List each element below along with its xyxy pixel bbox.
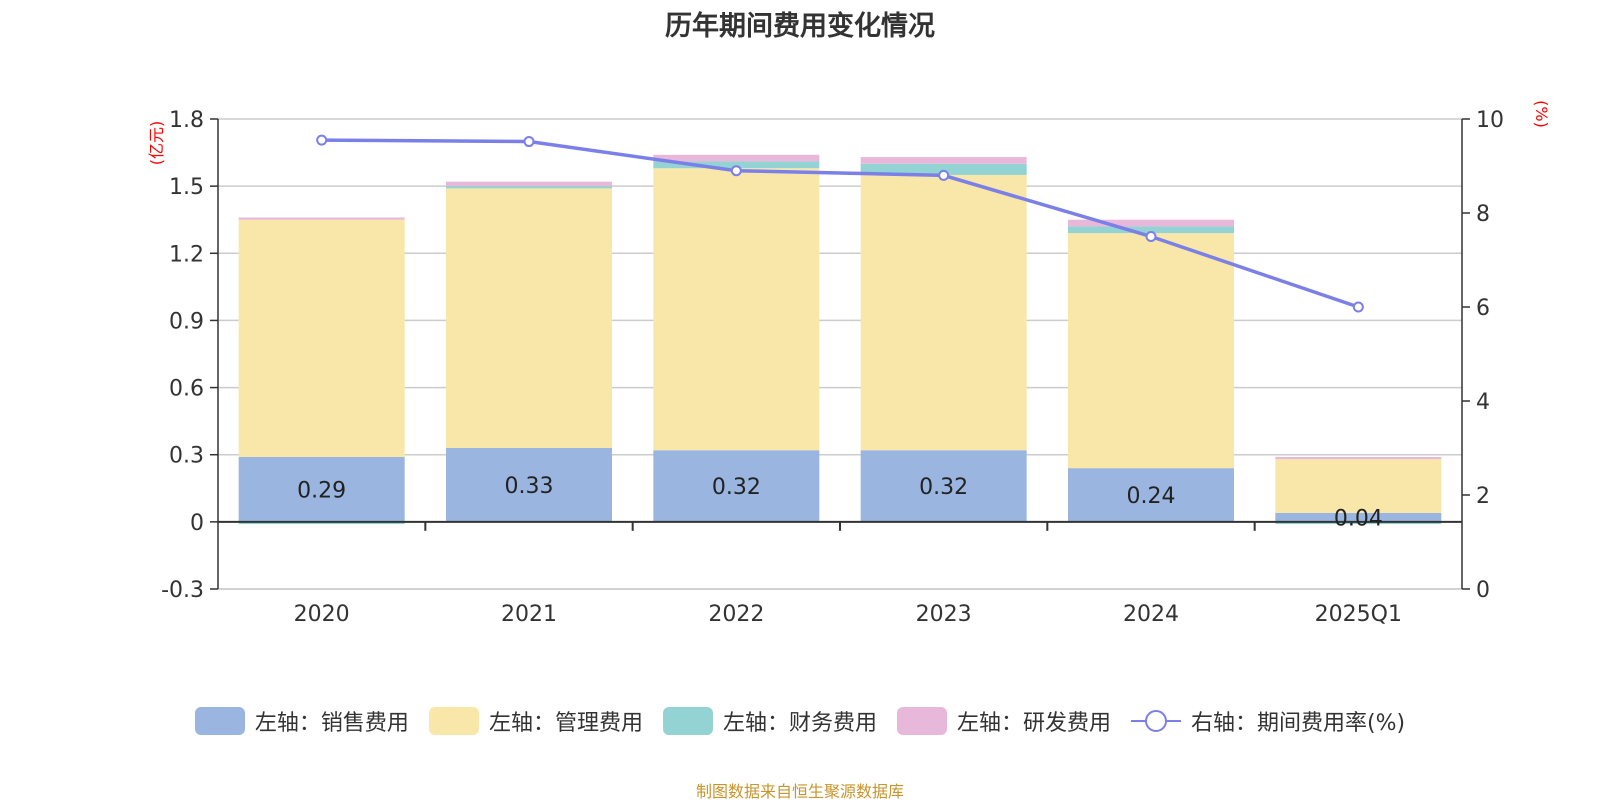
legend-item[interactable]: 右轴：期间费用率(%) [1130, 705, 1406, 737]
left-tick-label: 1.8 [169, 108, 204, 133]
rate-point [1352, 301, 1364, 313]
right-tick-label: 4 [1476, 390, 1490, 415]
x-tick-label: 2020 [294, 602, 350, 627]
axes: -0.3 0 0.3 0.6 0.9 1.2 1.5 1.8 0 2 4 6 8 10 2020 2021 20… [147, 100, 1551, 627]
legend-swatch [896, 707, 947, 735]
bar-segment [1068, 233, 1234, 469]
grid-lines [218, 118, 1462, 590]
left-tick-label: 1.5 [169, 175, 204, 200]
legend-swatch [1130, 710, 1181, 732]
right-tick-label: 6 [1476, 296, 1490, 321]
bar-segment [446, 188, 612, 448]
bar-segment [653, 154, 820, 162]
legend-swatch [662, 707, 713, 735]
rate-point [523, 136, 535, 148]
right-tick-label: 8 [1476, 202, 1490, 227]
bar-segment [1275, 512, 1442, 522]
rate-point [316, 134, 328, 146]
bar-data-label: 0.24 [1127, 484, 1176, 509]
legend-swatch [194, 707, 245, 735]
right-tick-label: 2 [1476, 484, 1490, 509]
bar-data-label: 0.32 [712, 475, 761, 500]
bar-segment [653, 168, 820, 451]
legend-item[interactable]: 左轴：研发费用 [896, 705, 1111, 737]
bar-segment [238, 456, 405, 522]
left-tick-label: 0 [190, 511, 204, 536]
bar-data-label: 0.32 [919, 475, 968, 500]
bar-segment [1275, 459, 1442, 513]
bar-data-label: 0.04 [1334, 506, 1383, 531]
legend-label: 右轴：期间费用率(%) [1190, 711, 1406, 736]
bar-segment [1275, 456, 1442, 460]
bar-segment [653, 161, 820, 169]
chart-title: 历年期间费用变化情况 [665, 11, 935, 42]
left-tick-label: 0.3 [169, 444, 204, 469]
x-tick-label: 2024 [1123, 602, 1179, 627]
legend-label: 左轴：管理费用 [488, 711, 643, 736]
x-tick-label: 2023 [916, 602, 972, 627]
rate-line-path [321, 138, 1359, 309]
bar-segment [446, 181, 612, 187]
bar-segment [653, 450, 820, 522]
right-axis-unit: (%) [1532, 100, 1551, 128]
rate-point [730, 165, 742, 177]
legend-label: 左轴：财务费用 [722, 711, 877, 736]
bar-segment [860, 157, 1027, 164]
legend-label: 左轴：研发费用 [956, 711, 1111, 736]
left-tick-label: 0.9 [169, 309, 204, 334]
chart-plot: -0.3 0 0.3 0.6 0.9 1.2 1.5 1.8 0 2 4 6 8 10 2020 2021 20… [147, 100, 1551, 627]
bar-segment [1275, 521, 1442, 525]
bar-segment [1068, 226, 1234, 234]
x-tick-label: 2022 [708, 602, 764, 627]
legend-label: 左轴：销售费用 [254, 711, 409, 736]
bar-segment [446, 186, 612, 189]
bar-segment [238, 521, 405, 525]
bar-segment [1068, 468, 1234, 522]
bar-data-label: 0.33 [505, 474, 554, 499]
bar-segment [446, 448, 612, 522]
rate-point [938, 169, 950, 181]
left-tick-label: -0.3 [161, 578, 204, 603]
bar-segment [238, 219, 405, 457]
rate-point [1145, 231, 1157, 242]
legend-swatch [428, 707, 479, 735]
rate-line [316, 134, 1364, 313]
bar-segment [860, 174, 1027, 451]
bar-segment [1068, 219, 1234, 227]
x-tick-label: 2021 [501, 602, 557, 627]
data-labels: 0.29 0.33 0.32 0.32 0.24 0.04 [297, 474, 1383, 531]
bar-data-label: 0.29 [297, 478, 346, 503]
bars [238, 154, 1442, 525]
bar-segment [860, 450, 1027, 522]
left-tick-label: 0.6 [169, 377, 204, 402]
legend-item[interactable]: 左轴：财务费用 [662, 705, 877, 737]
x-tick-label: 2025Q1 [1315, 602, 1402, 627]
legend-item[interactable]: 左轴：销售费用 [194, 705, 409, 737]
source-note: 制图数据来自恒生聚源数据库 [695, 782, 904, 801]
left-axis-unit: (亿元) [147, 121, 166, 166]
left-tick-label: 1.2 [169, 242, 204, 267]
right-tick-label: 10 [1476, 108, 1504, 133]
right-tick-label: 0 [1476, 578, 1490, 603]
bar-segment [238, 217, 405, 220]
legend-item[interactable]: 左轴：管理费用 [428, 705, 643, 737]
bar-segment [860, 163, 1027, 175]
legend: 左轴：销售费用 左轴：管理费用 左轴：财务费用 左轴：研发费用 右轴：期间费用率(%) [0, 705, 1600, 737]
